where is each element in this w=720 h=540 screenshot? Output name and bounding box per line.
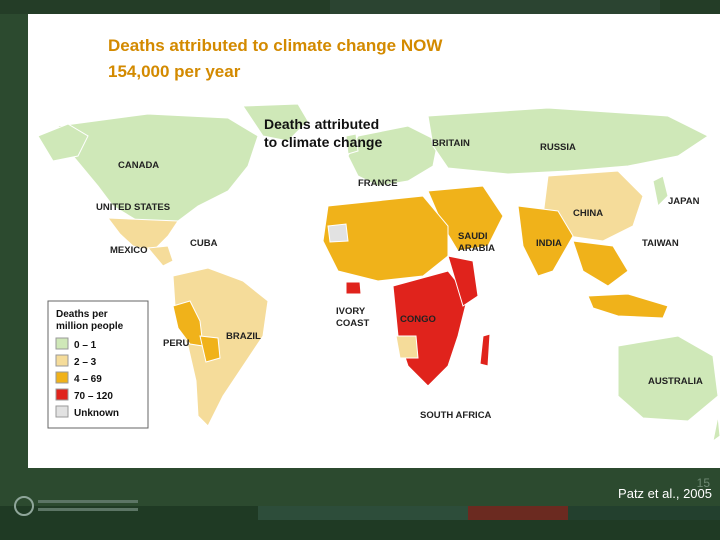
legend-swatch: [55, 388, 69, 401]
slide-title-line-2: 154,000 per year: [108, 62, 241, 81]
association-logo: [14, 496, 138, 516]
map-legend: Deaths per million people 0 – 1 2 – 3 4 – …: [47, 300, 149, 429]
legend-title-line-2: million people: [56, 321, 124, 332]
label-britain: BRITAIN: [432, 138, 470, 149]
western-sahara-unknown: [327, 223, 349, 243]
east-africa-region: [447, 255, 479, 307]
slide-header: Deaths attributed to climate change NOW …: [28, 14, 720, 96]
legend-label: 0 – 1: [74, 340, 97, 351]
label-canada: CANADA: [118, 160, 159, 171]
indonesia-region: [587, 293, 669, 319]
slide-title-line-1: Deaths attributed to climate change NOW: [108, 36, 443, 55]
india-region: [517, 205, 574, 277]
label-france: FRANCE: [358, 178, 398, 189]
legend-label: 4 – 69: [74, 374, 102, 385]
label-south-africa: SOUTH AFRICA: [420, 410, 492, 421]
label-mexico: MEXICO: [110, 245, 147, 256]
central-america-region: [147, 245, 174, 267]
madagascar-region: [479, 333, 491, 367]
new-zealand-region: [712, 415, 720, 443]
label-saudi-arabia-1: SAUDI: [458, 231, 488, 242]
angola-region: [395, 335, 419, 359]
bottom-bar-segment-1: [258, 506, 468, 520]
bottom-bar-segment-2: [468, 506, 568, 520]
ivory-coast-region: [345, 281, 362, 295]
greenland-region: [242, 103, 309, 142]
top-decorative-bar: [0, 0, 720, 14]
world-map-figure: Deaths attributed to climate change CANA…: [28, 96, 720, 468]
australia-region: [617, 335, 719, 422]
legend-swatch: [55, 354, 69, 367]
label-australia: AUSTRALIA: [648, 376, 703, 387]
label-united-states: UNITED STATES: [96, 202, 170, 213]
label-congo: CONGO: [400, 314, 436, 325]
legend-swatch: [55, 337, 69, 350]
label-taiwan: TAIWAN: [642, 238, 679, 249]
europe-region: [347, 125, 439, 187]
legend-label: Unknown: [74, 408, 119, 419]
label-japan: JAPAN: [668, 196, 700, 207]
legend-label: 70 – 120: [74, 391, 113, 402]
south-america-region: [172, 267, 269, 427]
north-america-region: [57, 113, 259, 222]
legend-swatch: [55, 405, 69, 418]
label-cuba: CUBA: [190, 238, 218, 249]
bolivia-region: [199, 335, 221, 363]
label-ivory-coast-1: IVORY: [336, 306, 366, 317]
bottom-decorative-bar: [0, 506, 720, 540]
page-number: 15: [696, 476, 710, 490]
label-russia: RUSSIA: [540, 142, 576, 153]
label-india: INDIA: [536, 238, 562, 249]
map-title-line-2: to climate change: [264, 134, 382, 150]
citation: Patz et al., 2005: [618, 486, 712, 501]
japan-region: [652, 175, 669, 208]
top-bar-accent: [330, 0, 660, 14]
legend-label: 2 – 3: [74, 357, 97, 368]
legend-title-line-1: Deaths per: [56, 309, 108, 320]
label-saudi-arabia-2: ARABIA: [458, 243, 495, 254]
central-africa-region: [392, 270, 469, 387]
russia-region: [427, 107, 709, 175]
label-ivory-coast-2: COAST: [336, 318, 369, 329]
world-map-svg: Deaths attributed to climate change CANA…: [37, 103, 720, 443]
southeast-asia-region: [572, 240, 629, 287]
bottom-bar-segment-3: [568, 506, 720, 520]
britain-region: [345, 133, 359, 155]
map-title-line-1: Deaths attributed: [264, 116, 379, 132]
legend-swatch: [55, 371, 69, 384]
alaska-region: [37, 123, 89, 162]
label-brazil: BRAZIL: [226, 331, 261, 342]
label-china: CHINA: [573, 208, 603, 219]
north-africa-region: [322, 195, 449, 282]
label-peru: PERU: [163, 338, 190, 349]
